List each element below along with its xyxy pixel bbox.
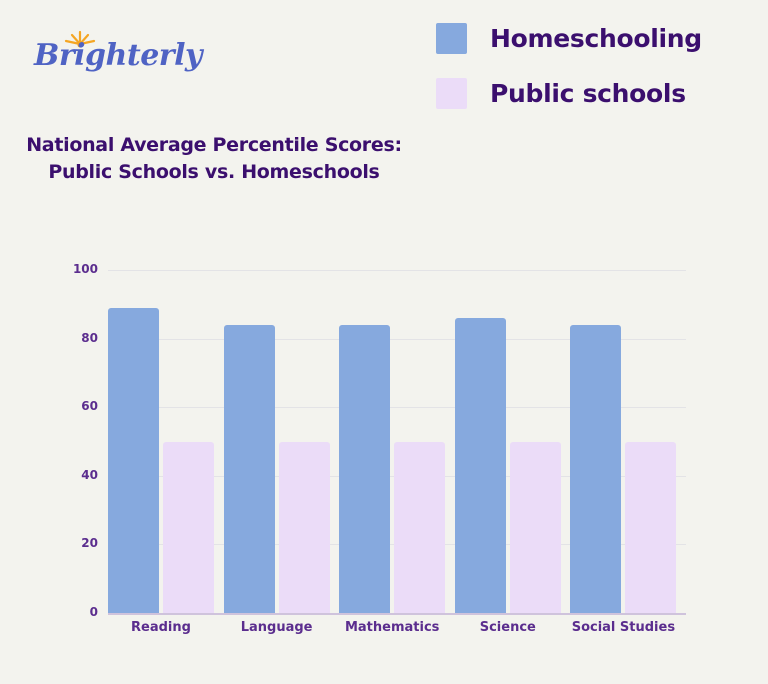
x-axis-label: Social Studies xyxy=(571,620,676,635)
gridline xyxy=(108,407,686,409)
x-axis-label: Mathematics xyxy=(344,620,440,635)
y-axis-tick-label: 80 xyxy=(81,330,98,345)
chart-title-line-2: Public Schools vs. Homeschools xyxy=(48,161,380,183)
legend-item-homeschooling: Homeschooling xyxy=(436,22,702,54)
chart-title: National Average Percentile Scores: Publ… xyxy=(0,132,428,186)
y-axis-tick-label: 40 xyxy=(81,467,98,482)
chart-legend: Homeschooling Public schools xyxy=(436,22,702,132)
x-axis-line xyxy=(108,613,686,615)
x-axis-label: Reading xyxy=(131,620,191,635)
gridline xyxy=(108,338,686,340)
bar-homeschooling xyxy=(108,307,159,613)
sun-rays-icon xyxy=(64,30,96,48)
bar-public-schools xyxy=(509,441,561,613)
bar-homeschooling xyxy=(223,324,275,613)
legend-swatch-public-schools xyxy=(436,77,467,109)
chart-title-line-1: National Average Percentile Scores: xyxy=(26,134,402,156)
bar-homeschooling xyxy=(339,324,391,613)
bar-public-schools xyxy=(394,441,446,613)
bar-public-schools xyxy=(278,441,330,613)
legend-swatch-homeschooling xyxy=(436,22,467,54)
bar-public-schools xyxy=(625,441,677,613)
y-axis-tick-label: 100 xyxy=(72,262,98,276)
y-axis-tick-label: 0 xyxy=(89,605,98,619)
gridline xyxy=(108,270,686,271)
bar-public-schools xyxy=(163,441,214,613)
x-axis-label: Science xyxy=(479,620,536,635)
y-axis-tick-label: 60 xyxy=(81,399,98,414)
legend-label: Public schools xyxy=(490,78,686,108)
brighterly-logo: Brighterly xyxy=(34,26,202,86)
bar-homeschooling xyxy=(454,318,506,613)
bar-homeschooling xyxy=(570,324,622,613)
y-axis-tick-label: 20 xyxy=(81,536,98,551)
x-axis-label: Language xyxy=(240,620,313,635)
brand-name: Brighterly xyxy=(34,38,202,73)
legend-item-public-schools: Public schools xyxy=(436,77,702,109)
legend-label: Homeschooling xyxy=(490,23,702,53)
